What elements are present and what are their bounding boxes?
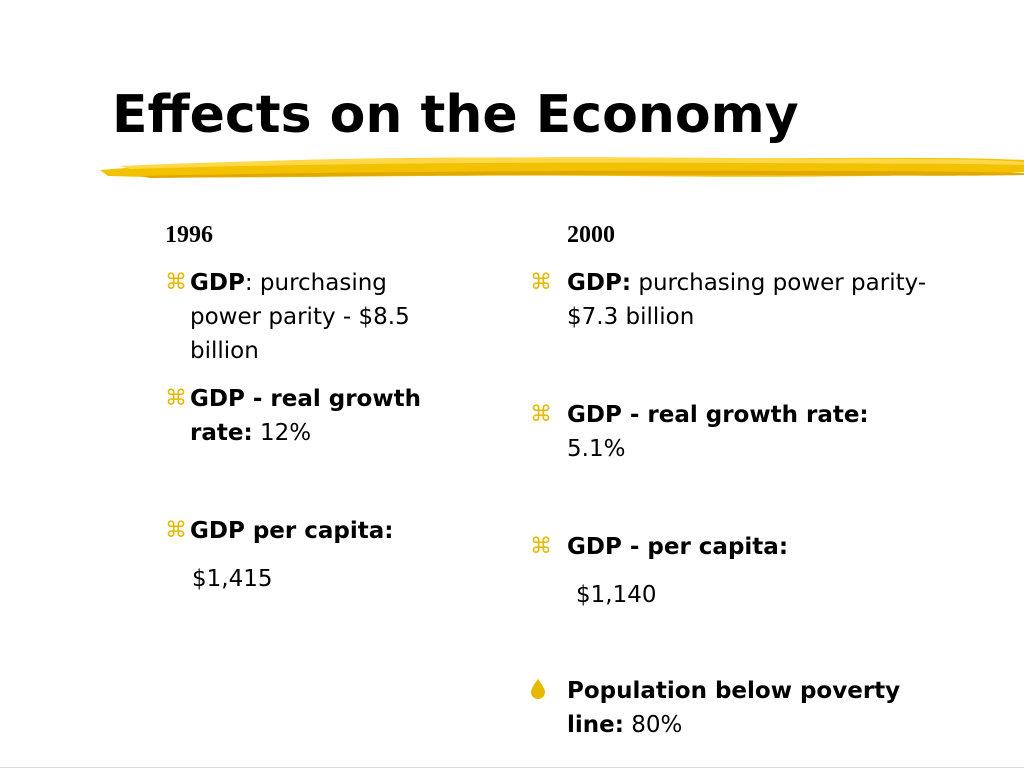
list-item-per-capita-2000: ⌘ GDP - per capita: <box>530 530 950 564</box>
list-item-text: GDP: purchasing power parity- $7.3 billi… <box>530 266 950 334</box>
item-value: 12% <box>252 420 312 446</box>
command-icon: ⌘ <box>530 402 552 427</box>
list-item-text: GDP - per capita: <box>530 530 950 564</box>
list-item-text: GDP - real growth rate: 12% <box>165 382 465 450</box>
per-capita-value-2000: $1,140 <box>576 582 657 608</box>
list-item-text: GDP - real growth rate: 5.1% <box>530 398 950 466</box>
item-label: GDP: <box>567 270 632 296</box>
command-icon: ⌘ <box>530 534 552 559</box>
command-icon: ⌘ <box>530 270 552 295</box>
item-value: power parity - $8.5 billion <box>190 304 410 364</box>
list-item-gdp-2000: ⌘ GDP: purchasing power parity- $7.3 bil… <box>530 266 950 334</box>
item-value: 5.1% <box>567 436 626 462</box>
item-separator: : purchasing <box>244 270 387 296</box>
list-item-text: GDP per capita: <box>165 514 465 548</box>
list-item-text: Population below poverty line: 80% <box>530 674 950 742</box>
item-value: purchasing power parity- $7.3 billion <box>567 270 927 330</box>
command-icon: ⌘ <box>165 386 187 411</box>
command-icon: ⌘ <box>165 270 187 295</box>
list-item-growth-2000: ⌘ GDP - real growth rate: 5.1% <box>530 398 950 466</box>
list-item-poverty-2000: Population below poverty line: 80% <box>530 674 950 742</box>
item-label: Population below poverty line: <box>567 678 901 738</box>
item-label: GDP - per capita: <box>567 534 789 560</box>
column-heading-1996: 1996 <box>165 222 213 248</box>
item-label: GDP - real growth rate: <box>567 402 869 428</box>
drop-icon <box>530 674 546 708</box>
list-item-per-capita-1996: ⌘ GDP per capita: <box>165 514 465 548</box>
list-item-growth-1996: ⌘ GDP - real growth rate: 12% <box>165 382 465 450</box>
command-icon: ⌘ <box>165 518 187 543</box>
per-capita-value-1996: $1,415 <box>192 566 273 592</box>
column-heading-2000: 2000 <box>567 222 615 248</box>
column-2000: 2000 ⌘ GDP: purchasing power parity- $7.… <box>530 220 950 738</box>
item-value: 80% <box>623 712 683 738</box>
list-item-text: GDP: purchasing power parity - $8.5 bill… <box>165 266 465 368</box>
item-label: GDP <box>190 270 245 296</box>
yellow-brush-underline <box>100 157 1024 178</box>
item-label: GDP - real growth rate: <box>190 386 421 446</box>
column-1996: 1996 ⌘ GDP: purchasing power parity - $8… <box>165 220 465 592</box>
list-item-gdp-1996: ⌘ GDP: purchasing power parity - $8.5 bi… <box>165 266 465 368</box>
item-label: GDP per capita: <box>190 518 394 544</box>
slide-title: Effects on the Economy <box>112 85 799 145</box>
